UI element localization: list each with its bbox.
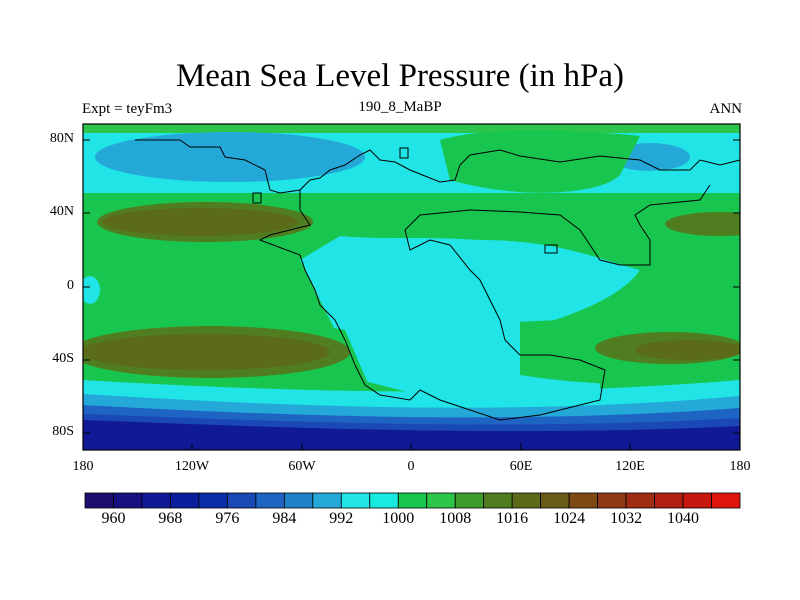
- colorbar-swatch: [426, 492, 456, 509]
- colorbar: [84, 492, 741, 509]
- lon-tick-marks: [82, 443, 741, 450]
- experiment-label: Expt = teyFm3: [82, 101, 173, 117]
- season-label: ANN: [709, 101, 743, 117]
- colorbar-swatch: [711, 492, 741, 509]
- lon-label-60w: 60W: [288, 459, 316, 474]
- colorbar-swatch: [198, 492, 228, 509]
- colorbar-label: 1032: [610, 510, 643, 527]
- colorbar-label: 1024: [553, 510, 586, 527]
- lat-tick-marks: [83, 139, 740, 434]
- colorbar-swatch: [340, 492, 371, 509]
- colorbar-swatch: [255, 492, 285, 509]
- colorbar-label: 1040: [667, 510, 700, 527]
- lon-label-0: 0: [407, 459, 415, 474]
- colorbar-swatch: [170, 492, 200, 509]
- lat-label-80n: 80N: [49, 131, 74, 146]
- lon-label-180e: 180: [729, 459, 751, 474]
- colorbar-swatch: [568, 492, 599, 509]
- colorbar-swatch: [483, 492, 513, 509]
- lon-label-120e: 120E: [615, 459, 645, 474]
- colorbar-swatch: [113, 492, 143, 509]
- pressure-field: [83, 124, 740, 450]
- colorbar-swatch: [682, 492, 712, 509]
- colorbar-label: 984: [272, 510, 297, 527]
- lat-label-40n: 40N: [49, 204, 74, 219]
- contour-984-992-north: [95, 132, 365, 182]
- lon-label-180w: 180: [72, 459, 94, 474]
- colorbar-swatch: [597, 492, 627, 509]
- colorbar-swatch: [654, 492, 684, 509]
- colorbar-swatch: [369, 492, 399, 509]
- colorbar-swatch: [625, 492, 655, 509]
- colorbar-swatch: [226, 492, 257, 509]
- colorbar-swatch: [540, 492, 570, 509]
- colorbar-swatch: [454, 492, 485, 509]
- lat-label-40s: 40S: [52, 351, 74, 366]
- colorbar-swatch: [511, 492, 542, 509]
- colorbar-label: 1000: [382, 510, 415, 527]
- colorbar-swatch: [397, 492, 428, 509]
- colorbar-swatch: [283, 492, 314, 509]
- lat-label-80s: 80S: [52, 424, 74, 439]
- colorbar-label: 992: [329, 510, 354, 527]
- colorbar-swatch: [312, 492, 342, 509]
- colorbar-label: 960: [101, 510, 126, 527]
- colorbar-label: 976: [215, 510, 240, 527]
- lat-label-0: 0: [67, 278, 74, 293]
- colorbar-label: 1008: [439, 510, 472, 527]
- chart-title: Mean Sea Level Pressure (in hPa): [175, 58, 625, 94]
- period-label: 190_8_MaBP: [358, 99, 442, 115]
- coastlines: [135, 139, 740, 421]
- lon-label-120w: 120W: [174, 459, 210, 474]
- colorbar-label: 968: [158, 510, 183, 527]
- colorbar-label: 1016: [496, 510, 529, 527]
- contour-968-976-south: [83, 420, 740, 450]
- lon-label-60e: 60E: [509, 459, 533, 474]
- colorbar-swatch: [84, 492, 114, 509]
- colorbar-swatch: [141, 492, 171, 509]
